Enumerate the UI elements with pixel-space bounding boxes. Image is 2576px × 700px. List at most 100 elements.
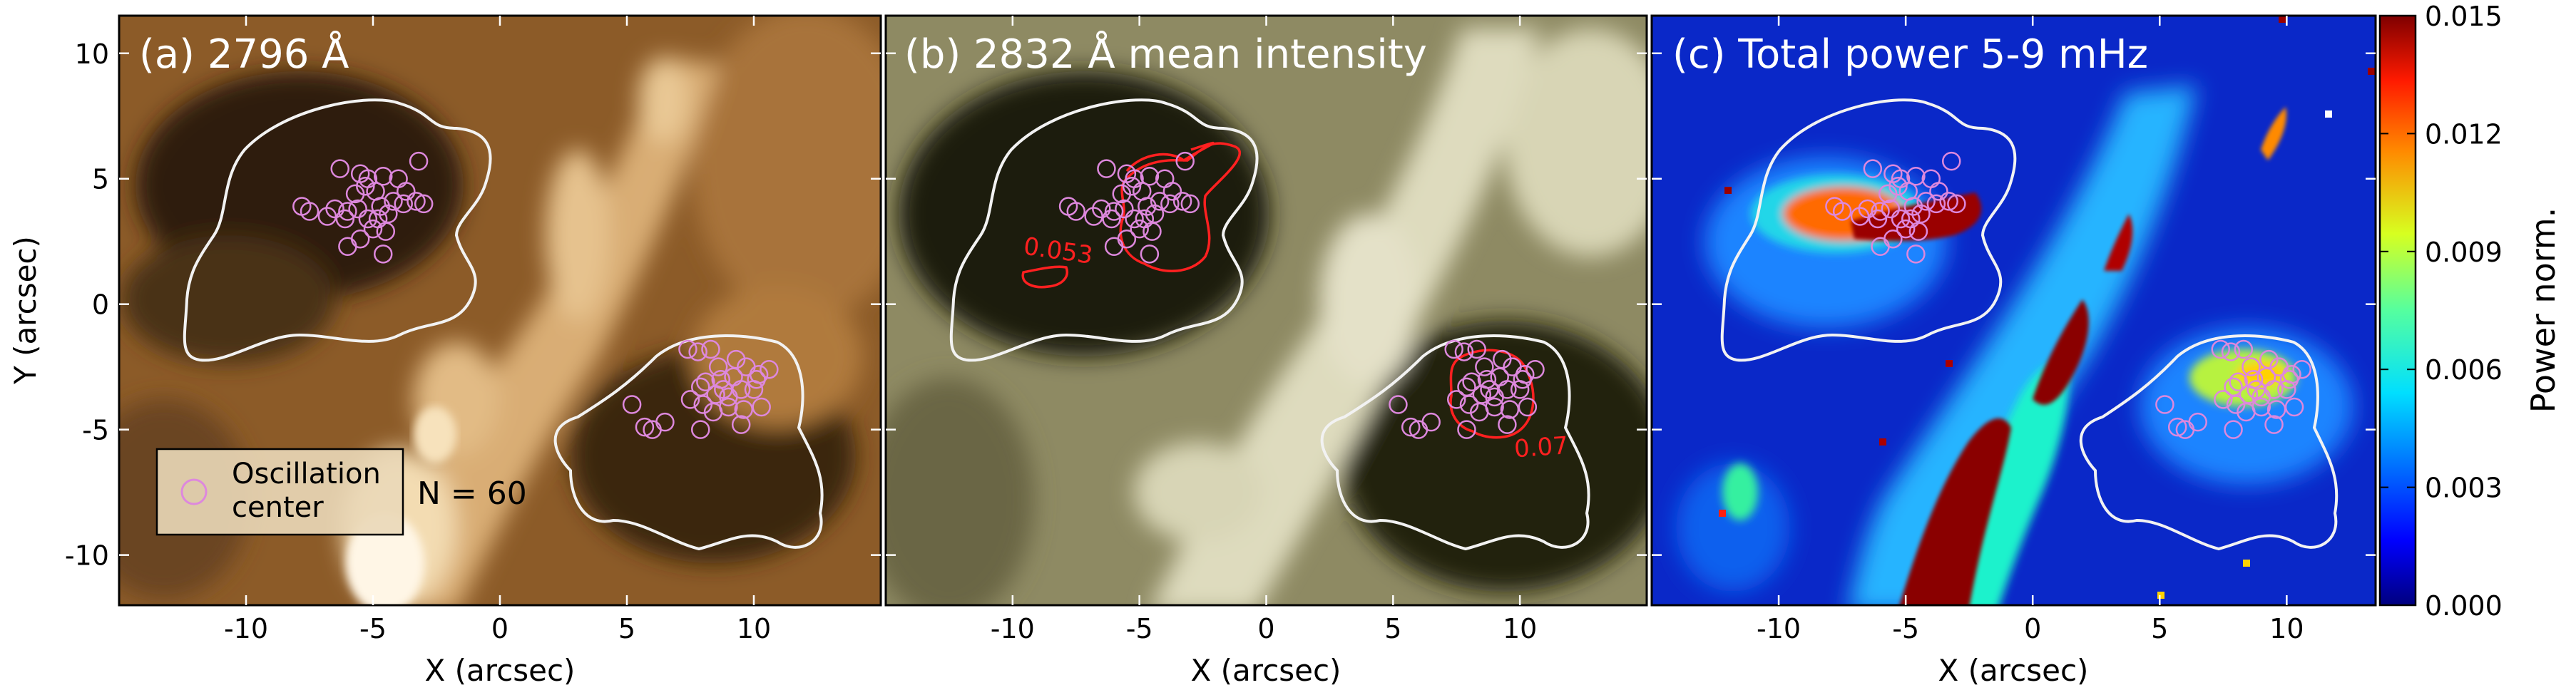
x-axis-label-a: X (arcsec) <box>425 653 576 688</box>
oscillation-center-marker <box>335 209 355 229</box>
oscillation-center-marker <box>414 194 434 214</box>
x-tick-label: -10 <box>224 613 268 644</box>
oscillation-center-marker <box>363 219 383 239</box>
oscillation-center-marker <box>2277 380 2296 399</box>
oscillation-center-marker <box>1457 420 1476 439</box>
panel-c: (c) Total power 5-9 mHz 0.0150.0120.0090… <box>1650 1 2562 622</box>
oscillation-center-marker <box>1510 380 1530 399</box>
oscillation-center-marker <box>734 400 754 419</box>
colorbar <box>2378 14 2417 607</box>
oscillation-center-marker <box>1444 339 1463 359</box>
oscillation-center-marker <box>760 359 779 379</box>
x-tick-label: 0 <box>2024 613 2041 644</box>
oscillation-center-marker <box>2211 339 2231 359</box>
panel-c-contour-right <box>2079 334 2339 551</box>
oscillation-center-marker <box>752 397 771 417</box>
x-tick-label: -5 <box>1126 613 1153 644</box>
oscillation-center-marker <box>2279 370 2299 389</box>
oscillation-center-marker <box>1475 357 1494 376</box>
y-tick-label: -5 <box>82 415 109 446</box>
oscillation-center-marker <box>2229 372 2248 392</box>
oscillation-center-marker <box>1908 222 1928 241</box>
oscillation-center-marker <box>1480 380 1499 399</box>
panel-b-red-contour-main <box>1119 141 1241 272</box>
panel-c-title: (c) Total power 5-9 mHz <box>1672 31 2148 78</box>
oscillation-center-marker <box>1868 209 1888 229</box>
oscillation-center-marker <box>1172 192 1192 211</box>
oscillation-center-marker <box>693 395 713 414</box>
oscillation-center-marker <box>678 339 697 359</box>
oscillation-center-marker <box>317 207 337 226</box>
oscillation-center-marker <box>2214 390 2233 409</box>
oscillation-center-marker <box>1467 339 1486 359</box>
panel-b-contour-left <box>949 98 1259 362</box>
oscillation-center-marker <box>348 199 367 219</box>
oscillation-center-marker <box>1160 194 1180 214</box>
oscillation-center-marker <box>1903 197 1923 216</box>
legend-label-line2: center <box>232 491 324 524</box>
oscillation-center-marker <box>1884 229 1903 249</box>
oscillation-center-marker <box>688 342 707 361</box>
oscillation-center-marker <box>1518 397 1538 417</box>
oscillation-center-marker <box>747 370 766 389</box>
oscillation-center-marker <box>1150 192 1170 211</box>
oscillation-center-marker <box>2242 357 2261 376</box>
oscillation-center-marker <box>1906 166 1926 186</box>
panel-a-image <box>119 16 881 605</box>
y-axis-label: Y (arcsec) <box>8 236 43 385</box>
oscillation-center-marker <box>1115 199 1134 219</box>
x-tick-label: -5 <box>1892 613 1919 644</box>
oscillation-center-marker <box>708 357 728 376</box>
oscillation-center-marker <box>2188 412 2207 432</box>
oscillation-center-marker <box>1926 194 1946 214</box>
panel-a: (a) 2796 Å Oscillation center N = 60 <box>118 14 882 607</box>
axis-ticks: -10 -5 0 5 10 10 5 0 -5 -10 -10 -5 0 5 10 -10 -5 0 5 10 <box>65 16 2376 644</box>
y-tick-label: 5 <box>92 164 109 195</box>
x-tick-label: 10 <box>737 613 771 644</box>
panel-b-markers <box>1058 151 1545 439</box>
x-axis-label-c: X (arcsec) <box>1938 653 2089 688</box>
panel-a-markers <box>292 151 779 439</box>
oscillation-center-marker <box>726 349 746 369</box>
colorbar-tick-label: 0.003 <box>2425 473 2503 504</box>
legend-marker-icon <box>180 478 208 505</box>
oscillation-center-marker <box>2266 400 2286 419</box>
oscillation-center-marker <box>1138 197 1157 216</box>
oscillation-center-marker <box>690 420 710 439</box>
oscillation-center-marker <box>1871 202 1890 221</box>
x-tick-label: 0 <box>491 613 508 644</box>
x-tick-label: 5 <box>1384 613 1401 644</box>
oscillation-center-marker <box>1084 207 1103 226</box>
oscillation-center-marker <box>1175 151 1195 171</box>
x-tick-label: 5 <box>2151 613 2168 644</box>
oscillation-center-marker <box>350 229 370 249</box>
oscillation-center-marker <box>1104 202 1124 221</box>
oscillation-center-marker <box>1462 372 1481 392</box>
oscillation-center-marker <box>1939 192 1958 211</box>
oscillation-center-marker <box>744 380 764 399</box>
oscillation-center-marker <box>2155 395 2174 414</box>
panel-c-markers <box>1825 151 2311 439</box>
oscillation-center-marker <box>330 159 349 178</box>
colorbar-tick-label: 0.009 <box>2425 237 2503 268</box>
oscillation-center-marker <box>2247 380 2266 399</box>
panel-c-image <box>1652 16 2376 605</box>
oscillation-center-marker <box>1066 202 1085 221</box>
y-tick-label: 0 <box>92 289 109 321</box>
colorbar-tick-label: 0.000 <box>2425 590 2503 622</box>
oscillation-center-marker <box>1500 400 1520 419</box>
oscillation-center-marker <box>2264 415 2284 434</box>
oscillation-center-marker <box>714 380 733 399</box>
panel-b-contour-right <box>1320 334 1590 551</box>
x-axis-label-b: X (arcsec) <box>1191 653 1341 688</box>
oscillation-center-marker <box>1454 342 1474 361</box>
x-tick-label: 10 <box>1503 613 1537 644</box>
oscillation-center-marker <box>2226 395 2246 414</box>
panel-a-contour-left <box>183 98 492 362</box>
oscillation-center-marker <box>1863 159 1883 178</box>
oscillation-center-marker <box>1125 209 1144 229</box>
oscillation-center-marker <box>655 412 675 432</box>
oscillation-center-marker <box>371 197 390 216</box>
oscillation-center-marker <box>1447 390 1466 409</box>
